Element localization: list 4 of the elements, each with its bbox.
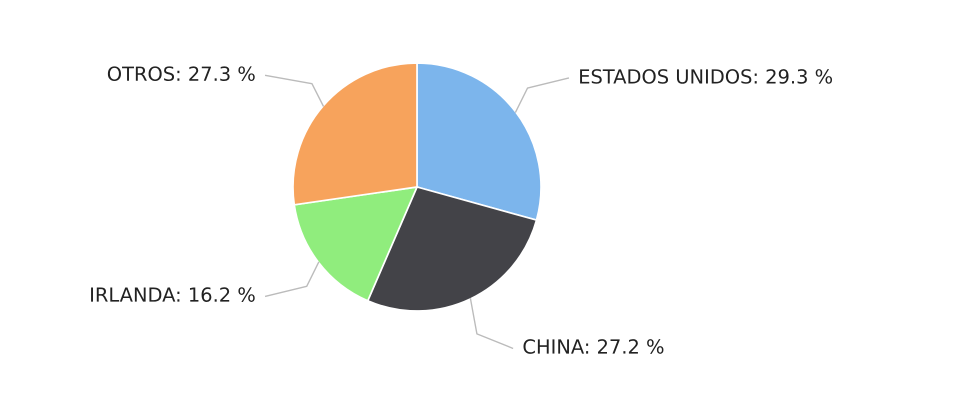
slice-label: ESTADOS UNIDOS: 29.3 % bbox=[580, 69, 832, 84]
slice-label: CHINA: 27.2 % bbox=[523, 339, 664, 354]
slice-label: IRLANDA: 16.2 % bbox=[91, 287, 255, 302]
slice-label: OTROS: 27.3 % bbox=[108, 66, 255, 82]
